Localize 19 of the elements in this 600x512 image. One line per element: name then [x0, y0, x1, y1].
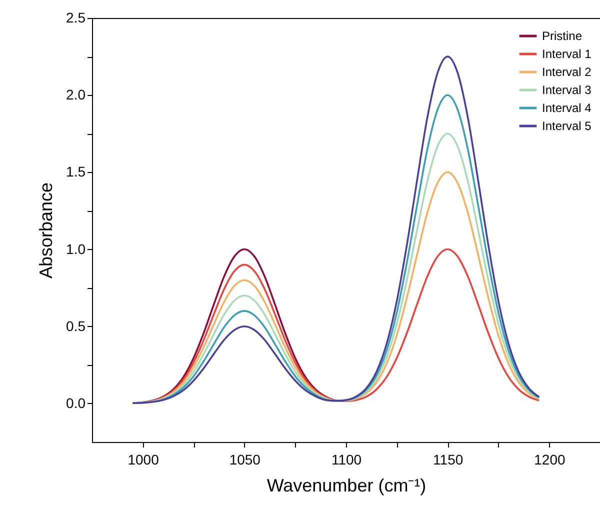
y-tick-label: 2.0	[66, 86, 86, 103]
y-axis-title: Absorbance	[36, 182, 56, 279]
legend-label: Interval 1	[542, 47, 592, 61]
legend-label: Interval 5	[542, 119, 592, 133]
legend-label: Interval 3	[542, 83, 592, 97]
x-tick-label: 1100	[331, 452, 362, 468]
x-axis-title: Wavenumber (cm⁻¹)	[266, 476, 426, 496]
y-tick-label: 2.5	[66, 10, 86, 26]
y-tick-label: 1.0	[66, 240, 86, 257]
legend-label: Interval 2	[542, 65, 592, 79]
y-tick-label: 0.0	[66, 394, 86, 411]
y-tick-label: 0.5	[66, 318, 86, 334]
x-tick-label: 1050	[229, 452, 261, 468]
x-tick-label: 1150	[433, 452, 464, 468]
x-tick-label: 1200	[534, 452, 566, 468]
y-tick-label: 1.5	[66, 164, 86, 180]
x-tick-label: 1000	[128, 452, 160, 468]
legend-label: Pristine	[542, 29, 582, 43]
legend-label: Interval 4	[542, 101, 592, 115]
